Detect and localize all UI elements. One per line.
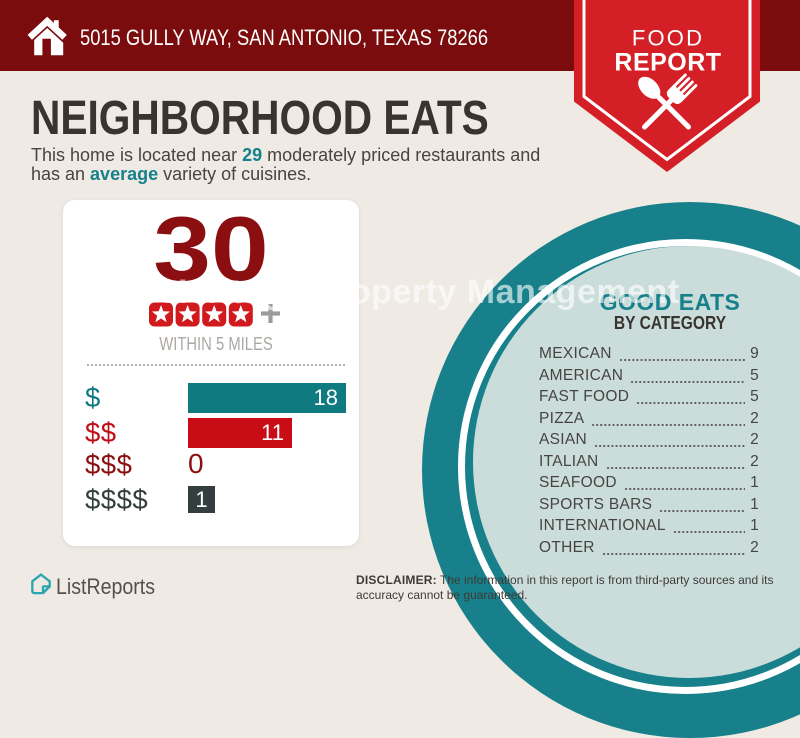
svg-text:REPORT: REPORT (614, 49, 721, 77)
svg-text:FOOD: FOOD (632, 26, 704, 51)
